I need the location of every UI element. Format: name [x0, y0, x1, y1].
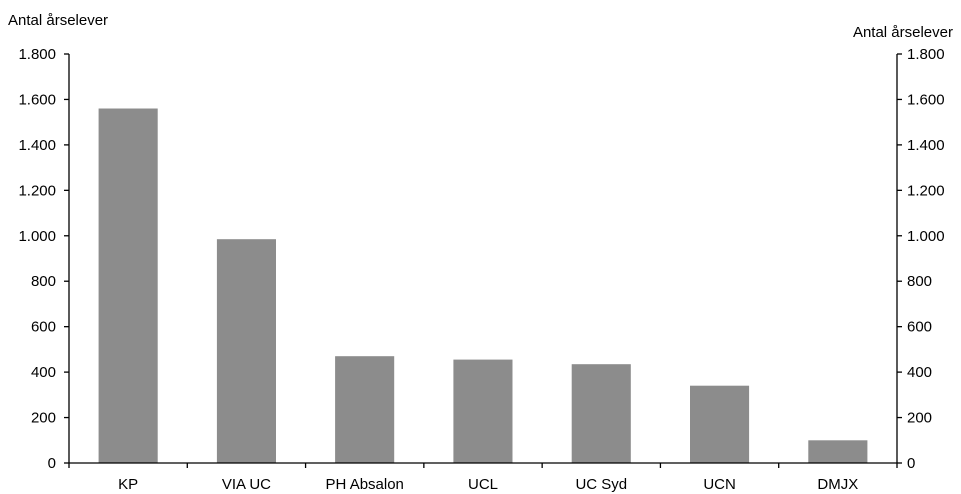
left-y-tick-label: 0 — [48, 455, 56, 472]
left-y-tick-label: 1.000 — [18, 228, 56, 245]
right-y-tick-label: 800 — [907, 273, 932, 290]
bar — [690, 385, 750, 463]
bar — [571, 364, 631, 463]
right-y-tick-label: 1.600 — [907, 91, 945, 108]
right-y-tick-label: 1.200 — [907, 182, 945, 199]
left-y-tick-label: 1.800 — [18, 46, 56, 63]
ticks-group: 0 0 200 200 400 400 600 600 800 800 1.000 1.000 1.20… — [18, 46, 944, 493]
right-y-tick-label: 0 — [907, 455, 915, 472]
x-tick-label: KP — [118, 476, 138, 493]
x-tick-label: UC Syd — [575, 476, 627, 493]
left-y-tick-label: 1.400 — [18, 137, 56, 154]
bar — [216, 239, 276, 463]
right-y-tick-label: 400 — [907, 364, 932, 381]
bar — [98, 108, 158, 463]
left-y-tick-label: 1.600 — [18, 91, 56, 108]
x-tick-label: UCL — [468, 476, 498, 493]
left-y-tick-label: 600 — [31, 319, 56, 336]
x-tick-label: VIA UC — [222, 476, 271, 493]
right-y-tick-label: 1.400 — [907, 137, 945, 154]
bar — [453, 359, 513, 463]
axes-group — [68, 54, 898, 464]
bar — [335, 356, 395, 463]
right-y-axis-label: Antal årselever — [853, 24, 953, 41]
x-tick-label: PH Absalon — [326, 476, 404, 493]
bars-group — [98, 108, 868, 463]
left-y-tick-label: 400 — [31, 364, 56, 381]
right-y-tick-label: 1.800 — [907, 46, 945, 63]
right-y-tick-label: 200 — [907, 410, 932, 427]
right-y-tick-label: 1.000 — [907, 228, 945, 245]
left-y-tick-label: 1.200 — [18, 182, 56, 199]
x-tick-label: UCN — [703, 476, 736, 493]
left-y-tick-label: 800 — [31, 273, 56, 290]
x-tick-label: DMJX — [817, 476, 858, 493]
bar — [808, 440, 868, 463]
left-y-axis-label: Antal årselever — [8, 12, 108, 29]
right-y-tick-label: 600 — [907, 319, 932, 336]
left-y-tick-label: 200 — [31, 410, 56, 427]
